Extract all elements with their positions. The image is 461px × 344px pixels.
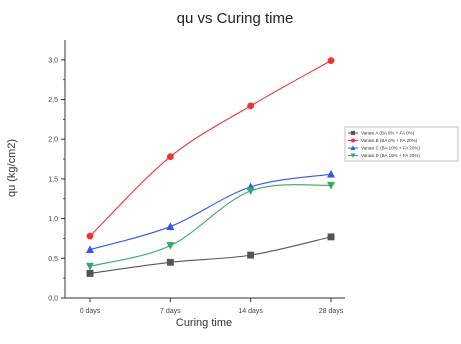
x-tick-label: 7 days [160,308,181,315]
data-point-series-1-0-days [86,269,94,277]
series-line-4 [89,184,332,267]
x-tick-label: 28 days [319,308,344,315]
legend-label: Variasi C (BA 10% + FA 20%) [361,146,420,151]
data-point-series-4-14-days [246,187,255,196]
series-markers [85,57,336,277]
x-axis-label: Curing time [176,317,232,329]
legend-label: Variasi B (BA 0% + FA 20%) [361,138,418,143]
y-tick-label: 1,5 [48,176,58,183]
y-tick-label: 1,0 [48,216,58,223]
data-point-series-2-0-days [86,232,94,240]
series-lines [89,60,332,274]
legend-box [344,126,459,162]
data-point-series-4-28-days [326,181,336,190]
y-tick-label: 2,0 [48,137,58,144]
data-point-series-2-7-days [166,153,174,161]
legend-marker [350,153,356,159]
legend-items: Variasi A (BA 0% + FA 0%) Variasi B (BA 0… [348,131,420,159]
legend-marker [350,145,356,151]
y-axis-ticks: 0,0 0,5 1,0 1,5 2,0 2,5 3,0 [48,57,65,303]
data-point-series-2-28-days [327,57,335,65]
x-tick-label: 0 days [80,308,101,315]
legend-marker [350,138,356,143]
data-point-series-1-14-days [247,251,255,259]
data-point-series-3-0-days [85,245,95,254]
data-point-series-4-0-days [85,262,95,271]
y-tick-label: 2,5 [48,97,58,104]
data-point-series-3-7-days [166,222,175,231]
y-tick-label: 3,0 [48,57,58,64]
data-point-series-4-7-days [166,242,175,250]
legend-label: Variasi D (BA 15% + FA 20%) [361,153,420,158]
plot-area: 0,0 0,5 1,0 1,5 2,0 2,5 3,0 0 days 7 days 14 day… [48,40,345,315]
chart-title: qu vs Curing time [177,10,294,27]
x-axis-ticks: 0 days 7 days 14 days 28 days [80,298,344,315]
data-point-series-1-28-days [327,233,335,241]
y-axis-label: qu (kg/cm2) [6,139,18,197]
series-line-2 [89,60,332,237]
data-point-series-3-28-days [326,169,336,178]
data-point-series-1-7-days [166,258,174,266]
series-line-1 [89,236,332,274]
data-point-series-2-14-days [247,102,255,110]
y-tick-label: 0,5 [48,256,58,263]
y-tick-label: 0,0 [48,296,58,303]
series-line-3 [89,173,332,251]
legend-label: Variasi A (BA 0% + FA 0%) [361,131,415,136]
legend: Variasi A (BA 0% + FA 0%) Variasi B (BA 0… [344,126,459,162]
legend-marker [350,130,356,136]
x-tick-label: 14 days [238,308,263,315]
